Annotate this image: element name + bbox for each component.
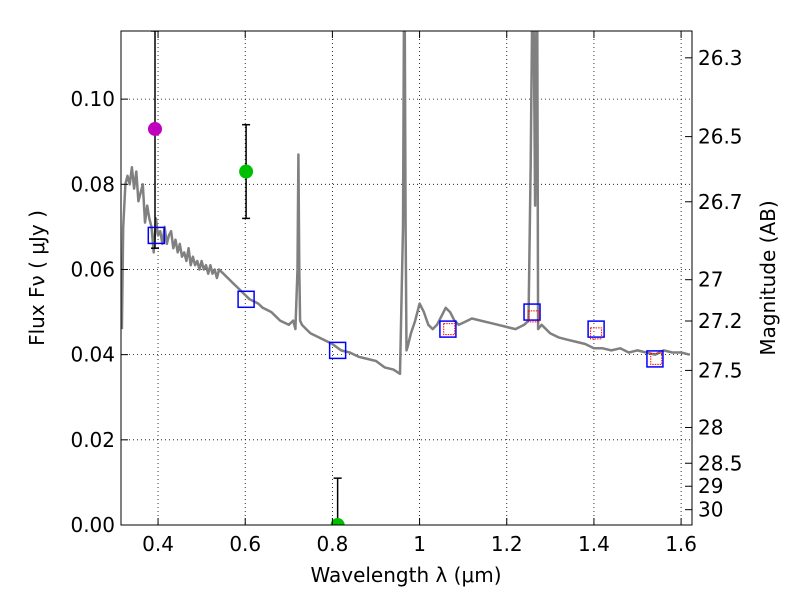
data-point	[147, 121, 162, 136]
markers	[147, 121, 664, 525]
y-tick-label: 0.04	[70, 343, 115, 367]
y-tick-label: 0.10	[70, 87, 115, 111]
y2-tick-label: 26.5	[698, 125, 743, 149]
observed-photometry-square	[650, 352, 663, 365]
x-tick-label: 0.4	[142, 532, 174, 556]
error-bars	[150, 31, 342, 525]
y2-tick-label: 27.5	[698, 358, 743, 382]
x-tick-label: 1	[413, 532, 426, 556]
y-tick-label: 0.02	[70, 428, 115, 452]
data-point	[239, 164, 254, 179]
y-tick-label: 0.00	[70, 513, 115, 537]
model-band-square	[237, 290, 255, 309]
y-tick-label: 0.08	[70, 172, 115, 196]
model-sed-line	[121, 31, 691, 376]
y2-tick-label: 28	[698, 415, 723, 439]
y-axis-label: Flux Fν ( μJy )	[25, 210, 49, 346]
y2-tick-label: 28.5	[698, 451, 743, 475]
y2-tick-label: 27.2	[698, 309, 743, 333]
model-band-square	[439, 320, 457, 338]
y2-tick-label: 27	[698, 268, 723, 292]
x-axis-label: Wavelength λ (μm)	[310, 563, 501, 587]
y2-axis-label: Magnitude (AB)	[756, 200, 780, 355]
y-tick-label: 0.06	[70, 257, 115, 281]
data-point	[330, 518, 345, 525]
y2-tick-label: 26.3	[698, 46, 743, 70]
x-tick-label: 1.2	[491, 532, 523, 556]
x-tick-label: 1.4	[578, 532, 610, 556]
y2-tick-label: 30	[698, 498, 723, 522]
y2-tick-label: 29	[698, 474, 723, 498]
ticks: 0.4 0.6 0.8 1 1.2 1.4 1.6 0.00 0.02 0.04 0.06 0.08 0…	[70, 31, 743, 556]
model-band-square	[328, 341, 347, 360]
y2-tick-label: 26.7	[698, 190, 743, 214]
observed-photometry-square	[527, 310, 540, 323]
plot-frame	[120, 30, 693, 526]
x-tick-label: 0.6	[229, 532, 261, 556]
plot-data	[121, 31, 691, 525]
x-tick-label: 1.6	[665, 532, 697, 556]
observed-photometry-square	[443, 323, 456, 336]
model-band-square	[646, 350, 664, 368]
model-band-square	[523, 303, 541, 321]
x-tick-label: 0.8	[316, 532, 348, 556]
model-band-square	[147, 226, 166, 245]
observed-photometry-square	[590, 327, 603, 340]
model-band-square	[587, 320, 605, 338]
